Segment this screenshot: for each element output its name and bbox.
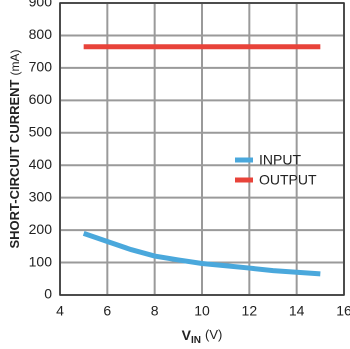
y-label-unit: (mA) <box>8 50 22 76</box>
x-axis-label: VIN (V) <box>182 327 223 346</box>
y-tick-label: 300 <box>29 188 53 204</box>
y-tick-label: 600 <box>29 91 53 107</box>
x-label-unit: (V) <box>205 327 222 342</box>
x-tick-label: 6 <box>103 303 111 319</box>
x-tick-label: 12 <box>242 303 258 319</box>
y-tick-label: 200 <box>29 221 53 237</box>
x-tick-label: 10 <box>194 303 210 319</box>
plot-frame <box>59 2 345 296</box>
y-tick-label: 500 <box>29 123 53 139</box>
y-tick-label: 100 <box>29 253 53 269</box>
x-label-main: V <box>182 327 192 343</box>
y-tick-label: 800 <box>29 26 53 42</box>
x-tick-label: 16 <box>336 303 350 319</box>
x-tick-label: 4 <box>56 303 64 319</box>
line <box>82 230 321 277</box>
y-tick-label: 400 <box>29 156 53 172</box>
x-tick-label: 14 <box>289 303 305 319</box>
y-tick-label: 0 <box>44 286 52 302</box>
y-tick-label: 700 <box>29 59 53 75</box>
legend-label: OUTPUT <box>259 172 317 188</box>
x-label-sub: IN <box>191 335 201 346</box>
legend-label: INPUT <box>259 152 301 168</box>
x-tick-label: 8 <box>151 303 159 319</box>
y-label-main: SHORT-CIRCUIT CURRENT <box>7 79 22 248</box>
y-axis-label: SHORT-CIRCUIT CURRENT (mA) <box>7 50 22 249</box>
y-tick-label: 900 <box>29 0 53 10</box>
